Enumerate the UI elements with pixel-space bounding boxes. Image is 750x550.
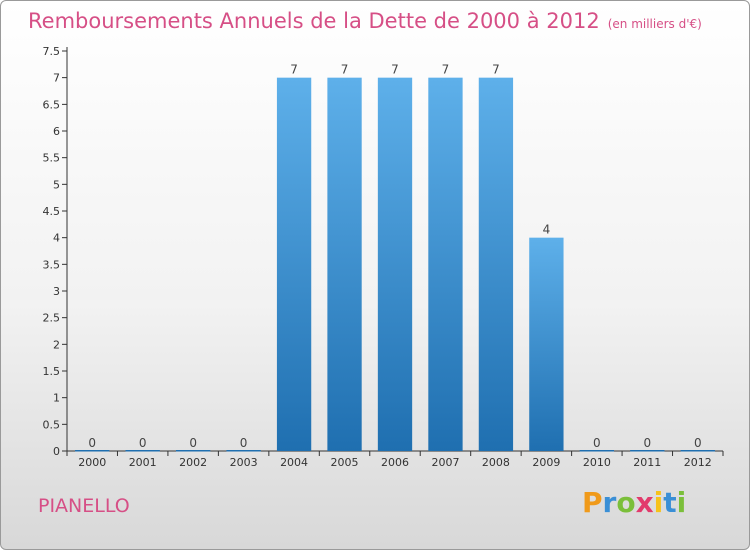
value-label-2012: 0 bbox=[694, 436, 702, 450]
bar-2004 bbox=[276, 77, 312, 452]
value-label-2008: 7 bbox=[492, 63, 500, 77]
chart-title-text: Remboursements Annuels de la Dette de 20… bbox=[28, 9, 600, 33]
y-tick-label: 0 bbox=[53, 445, 60, 458]
x-tick-label: 2002 bbox=[179, 456, 207, 469]
bar-zero-2010 bbox=[579, 450, 615, 452]
bar-zero-2003 bbox=[226, 450, 261, 452]
proxiti-logo: Proxiti bbox=[582, 486, 687, 519]
x-tick-label: 2003 bbox=[230, 456, 258, 469]
x-tick-label: 2008 bbox=[482, 456, 510, 469]
bar-zero-2001 bbox=[125, 450, 160, 452]
y-tick-label: 1 bbox=[53, 392, 60, 405]
bar-zero-2012 bbox=[680, 450, 715, 452]
y-tick-label: 2 bbox=[53, 338, 60, 351]
y-tick-label: 7.5 bbox=[43, 45, 61, 58]
y-tick-label: 0.5 bbox=[43, 418, 61, 431]
chart-subtitle: (en milliers d'€) bbox=[607, 17, 702, 31]
value-label-2001: 0 bbox=[139, 436, 147, 450]
x-tick-label: 2009 bbox=[532, 456, 560, 469]
value-label-2011: 0 bbox=[643, 436, 651, 450]
bar-2007 bbox=[428, 77, 463, 452]
y-tick-label: 3 bbox=[53, 285, 60, 298]
x-tick-label: 2010 bbox=[583, 456, 611, 469]
commune-label: PIANELLO bbox=[38, 495, 130, 517]
x-tick-label: 2005 bbox=[331, 456, 359, 469]
value-label-2006: 7 bbox=[391, 63, 399, 77]
x-tick-label: 2001 bbox=[129, 456, 157, 469]
x-tick-label: 2006 bbox=[381, 456, 409, 469]
value-label-2009: 4 bbox=[543, 223, 551, 237]
chart-axes: 0 0.5 1 1.5 2 2.5 3 3.5 4 4.5 5 5.5 6 6.5 7 7.5 2000 2001… bbox=[43, 45, 724, 469]
x-tick-label: 2011 bbox=[633, 456, 661, 469]
y-tick-label: 5 bbox=[53, 178, 60, 191]
y-tick-label: 1.5 bbox=[43, 365, 61, 378]
x-tick-label: 2004 bbox=[280, 456, 308, 469]
value-label-2010: 0 bbox=[593, 436, 601, 450]
x-tick-label: 2012 bbox=[684, 456, 712, 469]
value-label-2004: 7 bbox=[290, 63, 298, 77]
value-label-2003: 0 bbox=[240, 436, 248, 450]
y-tick-label: 5.5 bbox=[43, 152, 61, 165]
x-tick-label: 2007 bbox=[431, 456, 459, 469]
y-tick-label: 6.5 bbox=[43, 98, 61, 111]
bar-2009 bbox=[529, 237, 564, 451]
value-label-2005: 7 bbox=[341, 63, 349, 77]
chart-title: Remboursements Annuels de la Dette de 20… bbox=[28, 9, 702, 33]
bar-zero-2011 bbox=[630, 450, 665, 452]
y-tick-label: 2.5 bbox=[43, 312, 61, 325]
value-label-2000: 0 bbox=[88, 436, 96, 450]
bar-2008 bbox=[478, 77, 514, 452]
y-tick-label: 6 bbox=[53, 125, 60, 138]
y-tick-label: 3.5 bbox=[43, 258, 61, 271]
x-tick-label: 2000 bbox=[78, 456, 106, 469]
chart-bars bbox=[75, 77, 715, 452]
chart-value-labels: 0 0 0 0 7 7 7 7 7 4 0 0 0 bbox=[88, 63, 701, 450]
bar-zero-2002 bbox=[175, 450, 211, 452]
value-label-2007: 7 bbox=[442, 63, 450, 77]
bar-2006 bbox=[377, 77, 413, 452]
y-tick-label: 4 bbox=[53, 232, 60, 245]
bar-zero-2000 bbox=[75, 450, 110, 452]
value-label-2002: 0 bbox=[189, 436, 197, 450]
y-tick-label: 7 bbox=[53, 72, 60, 85]
bar-2005 bbox=[327, 77, 362, 452]
y-tick-label: 4.5 bbox=[43, 205, 61, 218]
